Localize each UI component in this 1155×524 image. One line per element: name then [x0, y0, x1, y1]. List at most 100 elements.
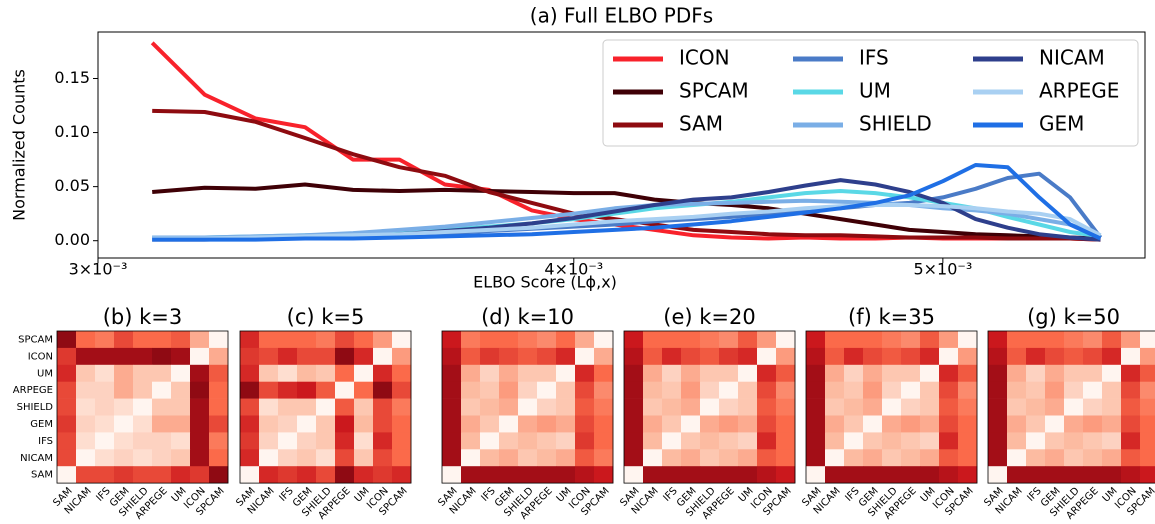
- heatmap-cell: [825, 398, 845, 416]
- heatmap-cell: [662, 449, 682, 467]
- legend-label: SAM: [679, 112, 723, 136]
- heatmap-cell: [643, 449, 663, 467]
- heatmap-cell: [354, 432, 374, 450]
- heatmap-cell: [681, 432, 701, 450]
- heatmap-cell: [297, 398, 317, 416]
- heatmap-cell: [556, 466, 576, 484]
- heatmap-cell: [297, 364, 317, 382]
- heatmap-cell: [133, 381, 153, 399]
- heatmap-cell: [700, 415, 720, 433]
- heatmap-cell: [190, 466, 210, 484]
- heatmap-cell: [643, 331, 663, 349]
- heatmap-cell: [757, 381, 777, 399]
- heatmap-cell: [643, 466, 663, 484]
- heatmap-cell: [392, 398, 412, 416]
- heatmap-cell: [1121, 398, 1141, 416]
- heatmap-cell: [575, 331, 595, 349]
- y-tick-label: ICON: [28, 351, 53, 362]
- heatmap-cell: [57, 449, 77, 467]
- heatmap-cell: [643, 381, 663, 399]
- legend-label: ARPEGE: [1039, 79, 1119, 103]
- heatmap-cell: [575, 364, 595, 382]
- y-tick-label: NICAM: [20, 453, 53, 464]
- heatmap-cell: [499, 466, 519, 484]
- heatmap-cell: [901, 398, 921, 416]
- heatmap-cell: [259, 432, 279, 450]
- heatmap-cell: [700, 331, 720, 349]
- heatmap-cell: [700, 347, 720, 366]
- heatmap-cell: [825, 449, 845, 467]
- heatmap-cell: [240, 432, 260, 450]
- heatmap-cell: [594, 449, 614, 467]
- heatmap-cell: [499, 347, 519, 366]
- heatmap-cell: [499, 364, 519, 382]
- heatmap-cell: [297, 381, 317, 399]
- heatmap-cell: [373, 449, 393, 467]
- heatmap-cell: [316, 398, 336, 416]
- heatmap-cell: [738, 381, 758, 399]
- heatmap-cell: [681, 381, 701, 399]
- heatmap-cell: [499, 415, 519, 433]
- heatmap-cell: [575, 466, 595, 484]
- heatmap-cell: [681, 398, 701, 416]
- heatmap-cell: [57, 398, 77, 416]
- heatmap-cell: [958, 347, 978, 366]
- heatmap-cell: [537, 398, 557, 416]
- heatmap-cell: [259, 398, 279, 416]
- heatmap-cell: [681, 331, 701, 349]
- heatmap-cell: [556, 381, 576, 399]
- heatmap-cell: [171, 432, 191, 450]
- heatmap-cell: [594, 466, 614, 484]
- heatmap-cell: [278, 381, 298, 399]
- heatmap-cell: [354, 347, 374, 366]
- heatmap-cell: [1140, 466, 1155, 484]
- heatmap-cell: [643, 432, 663, 450]
- heatmap-cell: [392, 415, 412, 433]
- heatmap-cell: [518, 415, 538, 433]
- heatmap-cell: [373, 364, 393, 382]
- heatmap-cell: [624, 449, 644, 467]
- heatmap-cell: [259, 466, 279, 484]
- heatmap-cell: [863, 347, 883, 366]
- heatmap-cell: [57, 432, 77, 450]
- heatmap-cell: [442, 347, 462, 366]
- heatmap-cell: [901, 347, 921, 366]
- heatmap-cell: [537, 466, 557, 484]
- heatmap-cell: [1121, 381, 1141, 399]
- heatmap-cell: [920, 432, 940, 450]
- heatmap-cell: [537, 364, 557, 382]
- heatmap-cell: [1045, 364, 1065, 382]
- heatmap-cell: [594, 331, 614, 349]
- y-tick-label: GEM: [30, 419, 53, 430]
- heatmap-cell: [681, 466, 701, 484]
- heatmap-cell: [1140, 415, 1155, 433]
- heatmap-cell: [776, 381, 796, 399]
- heatmap-frame: [987, 330, 1155, 484]
- heatmap-cell: [297, 331, 317, 349]
- heatmap-cell: [316, 381, 336, 399]
- heatmap-cell: [1007, 432, 1027, 450]
- heatmap-cell: [354, 415, 374, 433]
- legend-label: GEM: [1039, 112, 1084, 136]
- heatmap-cell: [757, 398, 777, 416]
- heatmap-cell: [278, 398, 298, 416]
- heatmap-cell: [518, 381, 538, 399]
- heatmap-cell: [1102, 432, 1122, 450]
- heatmap-cell: [442, 449, 462, 467]
- heatmap-cell: [259, 415, 279, 433]
- heatmap-cell: [1083, 432, 1103, 450]
- y-axis-label: Normalized Counts: [10, 69, 29, 221]
- heatmap-cell: [354, 331, 374, 349]
- heatmap-cell: [958, 364, 978, 382]
- heatmap-cell: [624, 381, 644, 399]
- heatmap-cell: [133, 449, 153, 467]
- heatmap-cell: [461, 398, 481, 416]
- heatmap-cell: [882, 364, 902, 382]
- heatmap-cell: [335, 432, 355, 450]
- heatmap-cell: [643, 398, 663, 416]
- heatmap-cell: [1045, 331, 1065, 349]
- heatmap-cell: [575, 432, 595, 450]
- heatmap-cell: [297, 449, 317, 467]
- heatmap-cell: [335, 364, 355, 382]
- heatmap-cell: [863, 432, 883, 450]
